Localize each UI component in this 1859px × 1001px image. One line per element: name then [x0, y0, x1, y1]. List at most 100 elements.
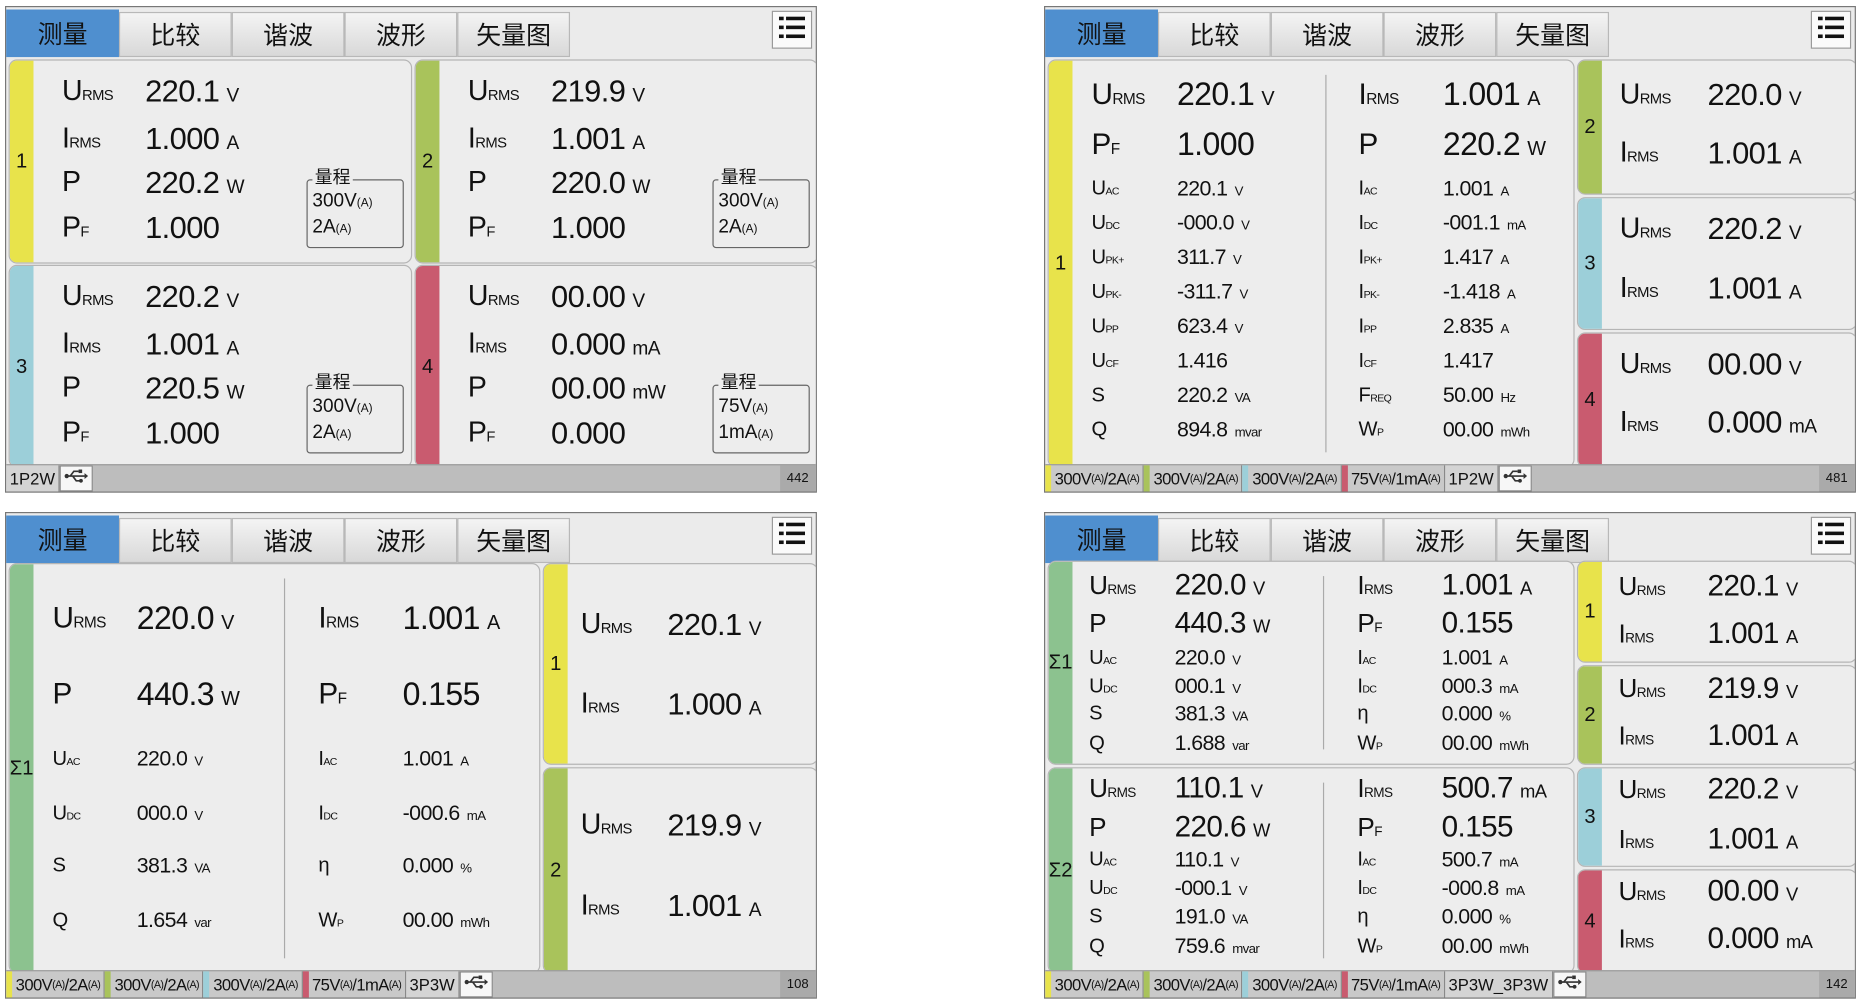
value-unit: V — [1788, 88, 1802, 110]
tab-4[interactable]: 矢量图 — [457, 11, 571, 58]
range-segment[interactable]: 75V (A)/1mA (A) — [302, 971, 406, 998]
range-current-mode: (A) — [388, 978, 402, 991]
tab-2[interactable]: 谐波 — [231, 517, 345, 564]
measurement-label: URMS — [52, 602, 106, 636]
label-subscript: RMS — [1639, 359, 1672, 377]
measurement-label: UDC — [1089, 675, 1118, 699]
tab-3[interactable]: 波形 — [1383, 517, 1497, 564]
measurement-label: PF — [468, 417, 495, 450]
measurement-label: IRMS — [1618, 618, 1655, 650]
range-segment[interactable]: 75V (A)/1mA (A) — [1341, 465, 1445, 492]
value-unit: A — [1500, 322, 1509, 337]
tab-1[interactable]: 比较 — [1157, 11, 1271, 58]
tab-2[interactable]: 谐波 — [1270, 11, 1384, 58]
range-segment[interactable]: 300V (A)/2A (A) — [1143, 971, 1243, 998]
range-segment[interactable]: 300V (A)/2A (A) — [1045, 465, 1144, 492]
value-unit: V — [1234, 322, 1244, 337]
measurement-label: IRMS — [1618, 720, 1655, 752]
label-symbol: I — [467, 327, 476, 360]
label-subscript: F — [1374, 825, 1382, 840]
measurement-value: 0.155 — [1442, 606, 1520, 640]
label-symbol: I — [318, 747, 324, 770]
value-unit: V — [1238, 884, 1248, 899]
range-segment[interactable]: 300V (A)/2A (A) — [6, 971, 105, 998]
range-segment[interactable]: 300V (A)/2A (A) — [104, 971, 204, 998]
wiring-mode[interactable]: 3P3W — [405, 971, 460, 998]
label-symbol: I — [1619, 406, 1628, 439]
tab-0[interactable]: 测量 — [1045, 9, 1158, 58]
tab-4[interactable]: 矢量图 — [457, 517, 571, 564]
range-segment[interactable]: 300V (A)/2A (A) — [1045, 971, 1144, 998]
tab-2[interactable]: 谐波 — [231, 11, 345, 58]
range-segment[interactable]: 75V (A)/1mA (A) — [1341, 971, 1445, 998]
value-number: 220.0 — [1174, 645, 1226, 670]
label-symbol: P — [61, 211, 81, 244]
value-number: 50.00 — [1442, 382, 1494, 407]
label-subscript: P — [1377, 426, 1384, 439]
current-range-mode: (A) — [335, 428, 352, 442]
menu-button[interactable] — [771, 10, 813, 49]
value-number: 220.5 — [145, 369, 220, 406]
measurement-label: IPK- — [1359, 280, 1380, 304]
value-number: 623.4 — [1176, 314, 1228, 338]
status-bar: 1P2W 442 — [6, 464, 816, 492]
wiring-mode[interactable]: 1P2W — [1444, 465, 1499, 492]
range-segment[interactable]: 300V (A)/2A (A) — [203, 971, 303, 998]
value-number: 220.6 — [1174, 810, 1247, 844]
range-segment[interactable]: 300V (A)/2A (A) — [1143, 465, 1243, 492]
label-symbol: I — [580, 687, 589, 720]
value-number: 00.00 — [1441, 731, 1493, 755]
value-unit: mA — [1785, 932, 1813, 953]
label-subscript: RMS — [1636, 787, 1666, 802]
measurement-label: UDC — [1089, 876, 1118, 900]
tab-1[interactable]: 比较 — [118, 11, 232, 58]
measurement-value: 1.001 A — [667, 888, 761, 925]
measurement-label: IPK+ — [1359, 246, 1383, 270]
tab-3[interactable]: 波形 — [1383, 11, 1497, 58]
label-subscript: RMS — [1639, 90, 1672, 107]
tab-3[interactable]: 波形 — [344, 517, 458, 564]
status-bar: 300V (A)/2A (A) 300V (A)/2A (A) 300V (A)/2A (A) 7… — [1045, 970, 1855, 998]
range-box: 量程 300V(A) 2A(A) — [306, 167, 404, 249]
screen-counter: 442 — [779, 465, 816, 492]
range-box: 量程 300V(A) 2A(A) — [306, 372, 404, 454]
channel-number: 1 — [1054, 251, 1067, 275]
tab-4[interactable]: 矢量图 — [1496, 517, 1610, 564]
value-unit: V — [632, 290, 645, 312]
label-symbol: I — [580, 889, 589, 922]
measurement-value: 1.001 A — [145, 326, 239, 363]
value-unit: W — [1527, 137, 1546, 160]
wiring-mode[interactable]: 3P3W_3P3W — [1444, 971, 1554, 998]
value-unit: V — [1232, 253, 1242, 268]
measurement-label: P — [468, 372, 487, 405]
tab-4[interactable]: 矢量图 — [1496, 11, 1610, 58]
measurement-label: PF — [1091, 128, 1120, 162]
value-number: 220.0 — [136, 600, 215, 637]
value-unit: V — [226, 84, 239, 107]
tab-1[interactable]: 比较 — [118, 517, 232, 564]
tab-0[interactable]: 测量 — [6, 9, 119, 58]
wiring-mode[interactable]: 1P2W — [6, 465, 60, 492]
channel-panel: 4 URMS 00.00 V IRMS 0.000 mA P 00.00 mW PF 0.000 量程 7… — [414, 264, 816, 468]
value-number: 500.7 — [1441, 771, 1514, 805]
label-symbol: I — [1618, 720, 1626, 751]
measurement-value: 1.417 A — [1443, 245, 1509, 270]
tab-0[interactable]: 测量 — [6, 515, 119, 564]
menu-button[interactable] — [1810, 10, 1852, 49]
measurement-label: FREQ — [1359, 383, 1392, 407]
channel-panel: 4 URMS 00.00 V IRMS 0.000 mA — [1576, 869, 1855, 974]
menu-button[interactable] — [1810, 516, 1852, 555]
range-segment[interactable]: 300V (A)/2A (A) — [1242, 971, 1342, 998]
menu-button[interactable] — [771, 516, 813, 555]
label-symbol: P — [467, 166, 487, 199]
tab-2[interactable]: 谐波 — [1270, 517, 1384, 564]
channel-number: 1 — [15, 149, 28, 173]
label-symbol: I — [1618, 618, 1626, 649]
tab-0[interactable]: 测量 — [1045, 515, 1158, 564]
tab-1[interactable]: 比较 — [1157, 517, 1271, 564]
value-number: 381.3 — [1174, 701, 1226, 726]
range-segment[interactable]: 300V (A)/2A (A) — [1242, 465, 1342, 492]
range-voltage: 75V — [312, 974, 340, 994]
measurement-label: IRMS — [1619, 924, 1655, 955]
tab-3[interactable]: 波形 — [344, 11, 458, 58]
